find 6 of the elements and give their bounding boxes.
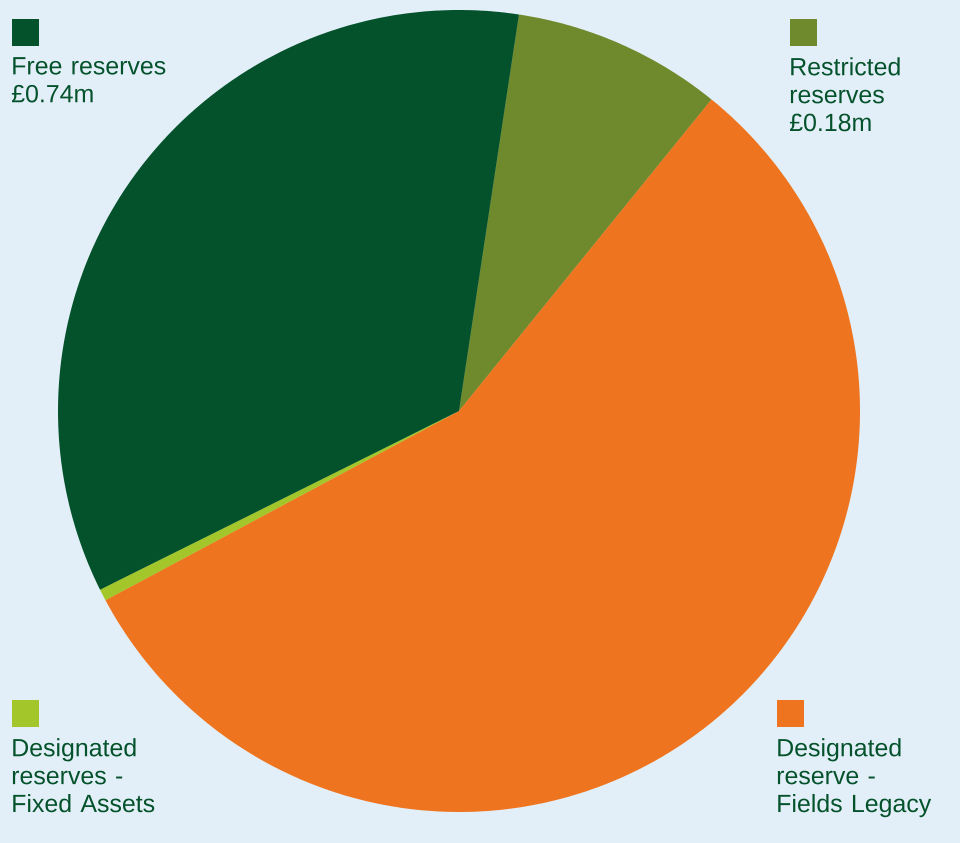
legend-label: Free reserves — [13, 57, 166, 75]
data-label: £0.18m — [790, 114, 871, 132]
legend-label: Designated reserve - Fields Legacy — [778, 738, 932, 818]
legend-label: Designated reserves - Fixed Assets — [12, 738, 154, 812]
legend-label: Restricted reserves — [790, 57, 900, 104]
data-label: £0.74m — [12, 84, 93, 102]
